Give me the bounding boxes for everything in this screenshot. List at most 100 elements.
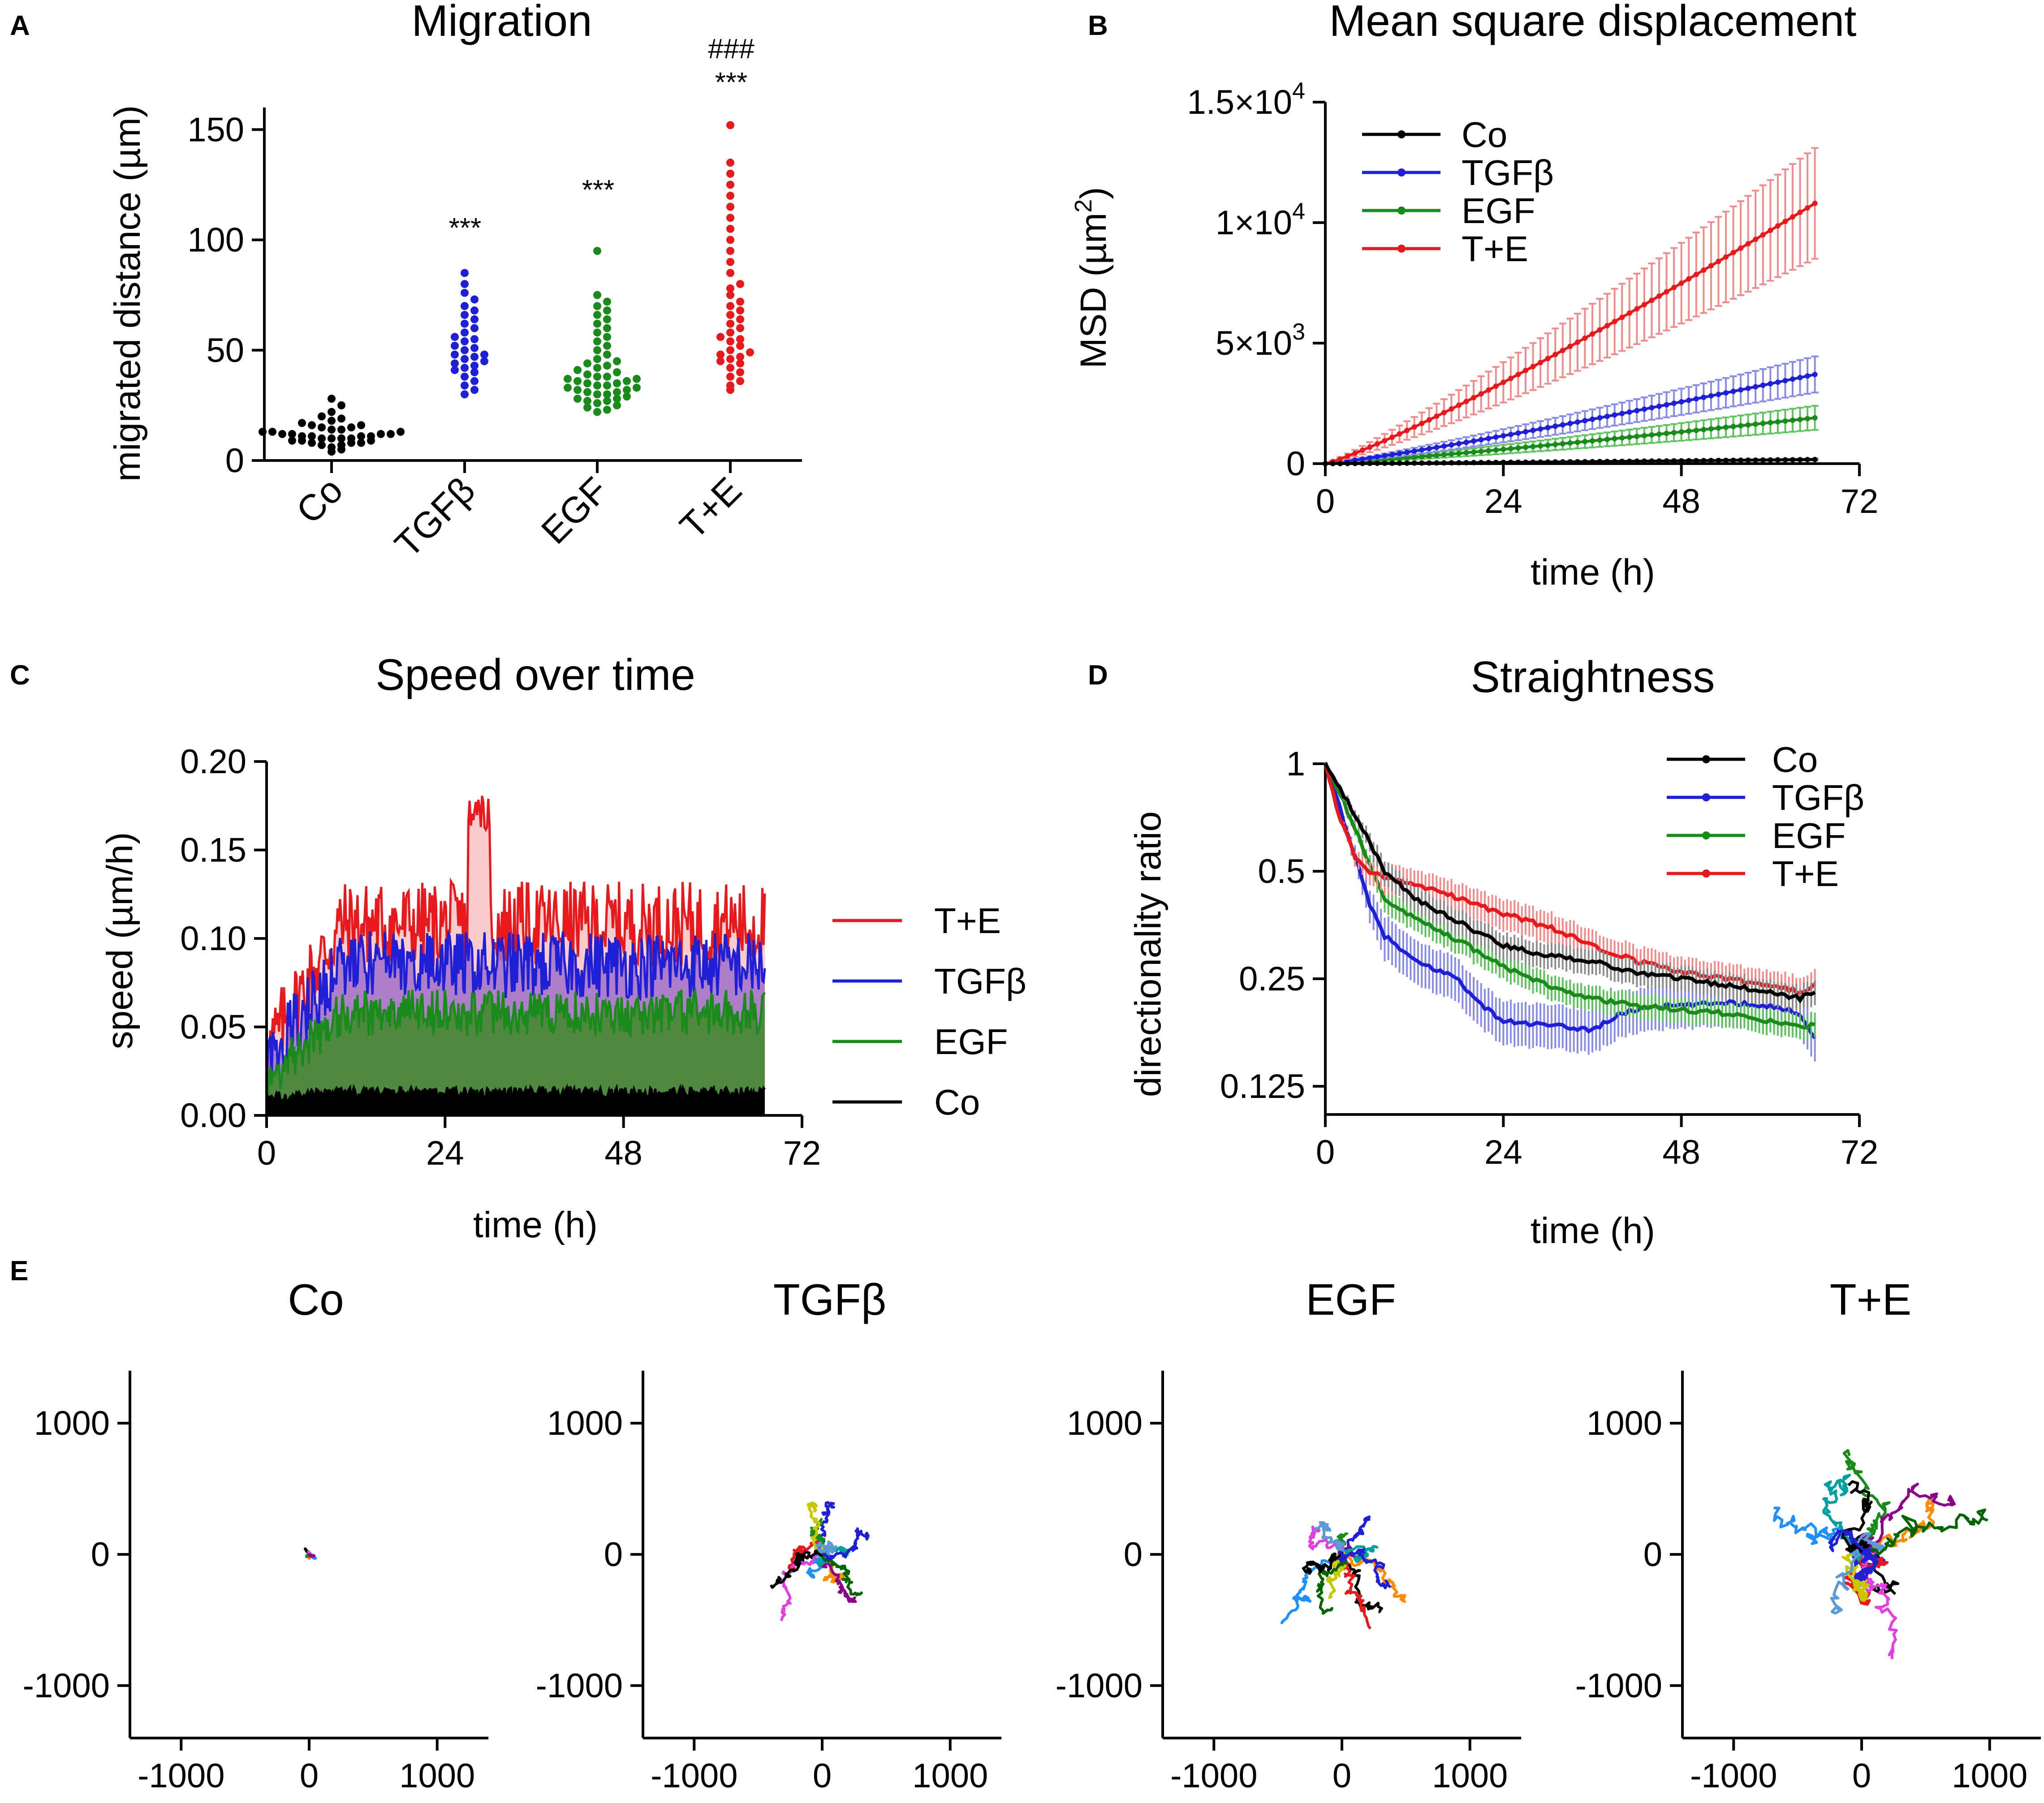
panel-a-point [726,192,734,200]
panel-b-ytick-exp: 3 [1292,319,1305,345]
panel-e-xtick-label: 1000 [399,1757,475,1795]
panel-d-ytick-label: 0.125 [1220,1067,1305,1106]
panel-b-title: Mean square displacement [1329,0,1857,45]
panel-a-point [461,319,469,328]
panel-c-ytick-label: 0.10 [180,920,246,958]
panel-a-point [328,426,336,434]
panel-a-point [288,430,296,438]
panel-c-series [265,796,766,1115]
panel-b-ytick-label: 1×104 [1216,198,1305,242]
panel-a-point [593,381,601,390]
panel-c-legend-label: T+E [934,901,1001,941]
panel-a-point [583,403,591,412]
panel-b-series [1323,147,1819,466]
panel-a-point [593,319,601,328]
panel-b-series-EGF [1323,404,1819,466]
panel-b-ylabel: MSD (µm2) [1070,187,1114,368]
panel-e-trajectories: Co TGFβ EGF T+E -1000-10000010001000-100… [23,1275,2041,1795]
panel-a-point [268,427,276,436]
panel-a-migration: Migration migrated distance (µm) 0 50 100 1… [107,0,802,565]
panel-a-point [583,370,591,379]
panel-a-ytick-label: 150 [187,111,244,149]
panel-e-track [1861,1497,1935,1556]
panel-a-point [470,306,479,315]
panel-e-ytick-label: -1000 [536,1667,623,1705]
panel-a-point [461,310,469,319]
panel-e-track [1861,1508,1988,1556]
panel-a-point [593,346,601,354]
panel-a-point [613,401,621,409]
panel-d-series-Co [1324,762,1816,1014]
panel-b-series-Co [1323,456,1819,466]
panel-b-line [1325,373,1815,465]
panel-a-point [593,247,601,255]
panel-e-ytick-label: 1000 [1587,1404,1662,1442]
panel-a-point [716,357,724,366]
panel-a-point [603,341,611,350]
panel-c-ytick-label: 0.20 [180,743,246,781]
panel-e-track [820,1553,857,1603]
panel-a-point [574,395,582,403]
panel-e-track [1841,1480,1873,1555]
panel-a-point [347,423,355,432]
panel-a-point [726,121,734,129]
panel-b-ylabel-end: ) [1073,187,1114,199]
panel-a-point [736,335,744,344]
panel-a-point [726,372,734,381]
panel-e-ytick-label: -1000 [23,1667,110,1705]
panel-e-plot-1: -1000 -1000 0 0 1000 1000 [536,1371,1001,1795]
panel-a-cat-egf: EGF [534,469,616,552]
panel-a-point [613,357,621,366]
panel-b-legend-marker [1397,168,1406,176]
panel-a-point [470,335,479,344]
panel-a-ylabel: migrated distance (µm) [107,105,148,482]
panel-a-point [574,377,582,385]
panel-e-xtick-label: 0 [300,1757,319,1795]
panel-b-msd: Mean square displacement MSD (µm2) time … [1070,0,1878,593]
panel-a-point [593,364,601,372]
panel-a-point [726,337,734,346]
panel-e-ytick-label: 0 [1124,1536,1143,1574]
panel-e-title-egf: EGF [1306,1275,1396,1324]
panel-a-point [367,432,375,440]
panel-c-line-TGFβ [265,931,766,1089]
panel-letter-c: C [10,660,30,691]
panel-a-point [726,302,734,310]
panel-a-point [470,315,479,323]
panel-a-point [583,388,591,396]
panel-a-point [288,436,296,445]
panel-a-point [726,291,734,299]
panel-e-track [307,1553,316,1558]
panel-b-ytick-label: 0 [1286,445,1305,483]
panel-e-track [1316,1553,1348,1615]
panel-a-point [451,359,459,368]
panel-a-point [357,439,365,447]
panel-a-point [726,269,734,277]
panel-a-point [736,306,744,315]
panel-b-legend-label: T+E [1462,229,1528,269]
panel-d-legend-label: EGF [1772,816,1846,856]
panel-d-line [1324,762,1816,1004]
panel-a-point [736,280,744,288]
panel-a-point [726,181,734,189]
panel-e-ytick-label: 1000 [34,1404,110,1442]
panel-a-point [328,443,336,452]
panel-a-point [603,306,611,315]
panel-a-point [461,288,469,297]
panel-d-ylabel: directionality ratio [1128,811,1169,1097]
panel-e-tracks [769,1501,870,1622]
panel-b-ytick-exp: 4 [1292,198,1305,224]
panel-c-ytick-label: 0.15 [180,831,246,869]
panel-a-sig-egf: *** [582,175,614,206]
panel-a-point [470,386,479,394]
panel-b-xlabel: time (h) [1531,552,1655,593]
panel-a-point [357,421,365,430]
panel-a-point [736,324,744,332]
panel-d-legend-marker [1702,755,1710,763]
panel-a-point [298,419,306,427]
panel-a-point [593,291,601,299]
panel-a-point [461,390,469,399]
panel-a-point [593,390,601,399]
panel-c-axes: 0.00 0.05 0.10 0.15 0.20 0 24 48 72 [180,743,821,1172]
